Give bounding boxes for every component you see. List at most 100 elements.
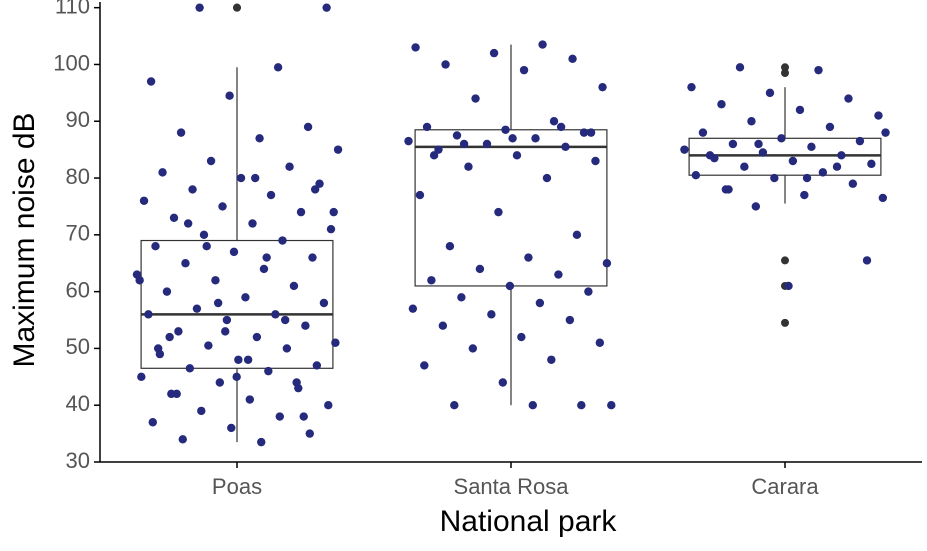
point <box>259 264 269 274</box>
y-tick-label: 100 <box>53 50 90 75</box>
point <box>252 332 262 342</box>
point <box>176 128 186 137</box>
point <box>420 361 429 370</box>
point <box>202 241 211 251</box>
point <box>422 122 432 132</box>
point <box>411 43 420 52</box>
point <box>735 63 745 72</box>
y-tick-label: 70 <box>66 221 90 246</box>
point <box>531 134 540 143</box>
point <box>221 327 230 336</box>
point <box>549 117 559 126</box>
point <box>296 207 306 217</box>
point <box>758 148 768 157</box>
point <box>517 332 526 342</box>
y-tick-label: 60 <box>66 277 90 302</box>
point <box>747 117 756 126</box>
point <box>818 168 828 177</box>
point <box>322 3 331 12</box>
point <box>308 253 317 262</box>
point <box>802 173 812 183</box>
point <box>438 321 448 330</box>
point <box>680 145 689 154</box>
point <box>206 156 216 166</box>
x-tick-label: Carara <box>751 474 819 499</box>
point <box>577 401 586 410</box>
point <box>800 190 809 200</box>
point <box>519 65 529 75</box>
point <box>584 287 593 296</box>
point <box>482 139 492 149</box>
point <box>459 139 469 149</box>
point <box>508 134 517 143</box>
point <box>724 185 733 194</box>
y-tick-label: 40 <box>66 391 90 416</box>
point <box>450 401 459 410</box>
point <box>565 315 575 325</box>
point <box>547 355 556 364</box>
outlier <box>781 256 789 265</box>
point <box>278 236 287 245</box>
point <box>825 122 835 132</box>
point <box>404 136 413 146</box>
point <box>329 207 338 217</box>
point <box>178 435 187 444</box>
outlier <box>781 318 789 327</box>
point <box>139 196 149 205</box>
point <box>777 134 786 143</box>
y-tick-label: 30 <box>66 448 90 473</box>
point <box>273 63 283 72</box>
point <box>204 341 213 350</box>
point <box>213 298 223 308</box>
point <box>299 412 308 421</box>
point <box>586 128 596 137</box>
point <box>181 259 190 268</box>
point <box>487 310 496 319</box>
point <box>494 207 503 217</box>
point <box>195 3 204 12</box>
point <box>542 173 552 183</box>
point <box>211 276 220 285</box>
point <box>814 65 823 75</box>
point <box>751 202 761 211</box>
point <box>464 162 473 171</box>
point <box>498 378 508 387</box>
point <box>188 185 197 194</box>
point <box>415 190 425 200</box>
point <box>275 412 284 421</box>
point <box>874 111 883 120</box>
point <box>229 247 239 257</box>
point <box>192 304 202 313</box>
point <box>528 401 537 410</box>
box <box>688 137 882 176</box>
point <box>245 395 255 404</box>
point <box>310 185 320 194</box>
point <box>471 94 480 103</box>
y-tick-label: 110 <box>55 0 90 18</box>
point <box>844 94 853 103</box>
point <box>862 256 872 265</box>
point <box>248 219 257 228</box>
point <box>591 156 600 166</box>
point <box>148 418 157 427</box>
point <box>280 315 290 325</box>
point <box>807 142 816 152</box>
point <box>215 378 225 387</box>
point <box>878 193 888 203</box>
y-axis-title: Maximum noise dB <box>8 112 41 367</box>
point <box>234 355 243 364</box>
point <box>262 253 271 262</box>
point <box>598 82 607 92</box>
point <box>561 142 570 152</box>
point <box>315 179 324 188</box>
y-tick-label: 80 <box>66 164 90 189</box>
y-tick-label: 90 <box>66 107 90 132</box>
point <box>740 162 749 171</box>
y-tick-label: 50 <box>66 334 90 359</box>
point <box>837 151 846 160</box>
point <box>489 48 499 58</box>
point <box>441 60 450 69</box>
point <box>137 372 146 382</box>
point <box>172 389 181 399</box>
point <box>251 173 260 183</box>
